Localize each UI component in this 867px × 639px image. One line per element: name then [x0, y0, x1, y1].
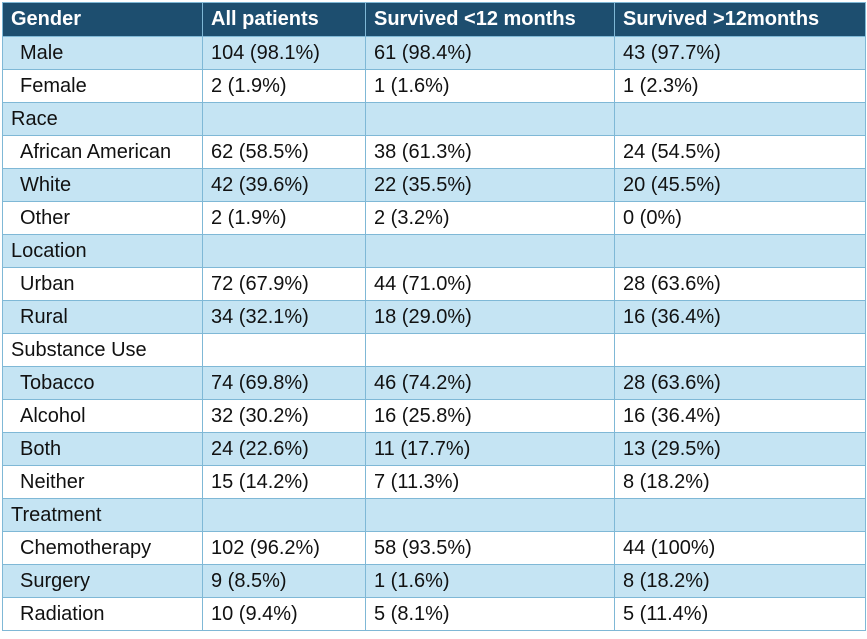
survived-over-12-months-cell: 0 (0%): [614, 201, 866, 235]
empty-cell: [614, 102, 866, 136]
survived-over-12-months-cell: 13 (29.5%): [614, 432, 866, 466]
survived-under-12-months-cell: 5 (8.1%): [365, 597, 615, 631]
survived-under-12-months-cell: 1 (1.6%): [365, 69, 615, 103]
row-label: Other: [2, 201, 203, 235]
survived-over-12-months-cell: 43 (97.7%): [614, 36, 866, 70]
row-label: Alcohol: [2, 399, 203, 433]
empty-cell: [614, 498, 866, 532]
empty-cell: [202, 102, 366, 136]
table-row: Both 24 (22.6%) 11 (17.7%) 13 (29.5%): [2, 432, 866, 466]
header-row: Gender All patients Survived <12 months …: [2, 2, 866, 37]
survived-under-12-months-cell: 44 (71.0%): [365, 267, 615, 301]
survived-under-12-months-cell: 2 (3.2%): [365, 201, 615, 235]
survived-over-12-months-cell: 24 (54.5%): [614, 135, 866, 169]
survived-under-12-months-cell: 61 (98.4%): [365, 36, 615, 70]
survived-over-12-months-cell: 5 (11.4%): [614, 597, 866, 631]
table-body: Male 104 (98.1%) 61 (98.4%) 43 (97.7%) Femal…: [2, 36, 866, 631]
table-row: Female 2 (1.9%) 1 (1.6%) 1 (2.3%): [2, 69, 866, 103]
row-label: African American: [2, 135, 203, 169]
survived-under-12-months-cell: 7 (11.3%): [365, 465, 615, 499]
row-label: Rural: [2, 300, 203, 334]
category-row: Race: [2, 102, 866, 136]
all-patients-cell: 42 (39.6%): [202, 168, 366, 202]
survived-over-12-months-cell: 28 (63.6%): [614, 267, 866, 301]
row-label: Urban: [2, 267, 203, 301]
header-gender: Gender: [2, 2, 203, 37]
survived-over-12-months-cell: 1 (2.3%): [614, 69, 866, 103]
survived-over-12-months-cell: 28 (63.6%): [614, 366, 866, 400]
table-row: Rural 34 (32.1%) 18 (29.0%) 16 (36.4%): [2, 300, 866, 334]
all-patients-cell: 104 (98.1%): [202, 36, 366, 70]
category-row: Substance Use: [2, 333, 866, 367]
row-label: Both: [2, 432, 203, 466]
survived-over-12-months-cell: 16 (36.4%): [614, 300, 866, 334]
empty-cell: [614, 234, 866, 268]
table-row: Alcohol 32 (30.2%) 16 (25.8%) 16 (36.4%): [2, 399, 866, 433]
category-label: Race: [2, 102, 203, 136]
survived-under-12-months-cell: 18 (29.0%): [365, 300, 615, 334]
all-patients-cell: 32 (30.2%): [202, 399, 366, 433]
table-row: Urban 72 (67.9%) 44 (71.0%) 28 (63.6%): [2, 267, 866, 301]
survived-under-12-months-cell: 16 (25.8%): [365, 399, 615, 433]
header-survived-over-12-months: Survived >12months: [614, 2, 866, 37]
survived-over-12-months-cell: 8 (18.2%): [614, 564, 866, 598]
table-row: White 42 (39.6%) 22 (35.5%) 20 (45.5%): [2, 168, 866, 202]
all-patients-cell: 34 (32.1%): [202, 300, 366, 334]
category-row: Treatment: [2, 498, 866, 532]
all-patients-cell: 74 (69.8%): [202, 366, 366, 400]
row-label: Female: [2, 69, 203, 103]
survived-under-12-months-cell: 11 (17.7%): [365, 432, 615, 466]
survived-under-12-months-cell: 22 (35.5%): [365, 168, 615, 202]
all-patients-cell: 62 (58.5%): [202, 135, 366, 169]
empty-cell: [365, 102, 615, 136]
row-label: White: [2, 168, 203, 202]
empty-cell: [614, 333, 866, 367]
empty-cell: [365, 333, 615, 367]
category-row: Location: [2, 234, 866, 268]
table-row: Surgery 9 (8.5%) 1 (1.6%) 8 (18.2%): [2, 564, 866, 598]
empty-cell: [202, 498, 366, 532]
all-patients-cell: 72 (67.9%): [202, 267, 366, 301]
table-row: Male 104 (98.1%) 61 (98.4%) 43 (97.7%): [2, 36, 866, 70]
empty-cell: [365, 498, 615, 532]
table-row: Chemotherapy 102 (96.2%) 58 (93.5%) 44 (100…: [2, 531, 866, 565]
all-patients-cell: 24 (22.6%): [202, 432, 366, 466]
survived-over-12-months-cell: 20 (45.5%): [614, 168, 866, 202]
row-label: Neither: [2, 465, 203, 499]
survived-over-12-months-cell: 16 (36.4%): [614, 399, 866, 433]
empty-cell: [365, 234, 615, 268]
table-row: African American 62 (58.5%) 38 (61.3%) 24 (…: [2, 135, 866, 169]
row-label: Tobacco: [2, 366, 203, 400]
empty-cell: [202, 234, 366, 268]
category-label: Location: [2, 234, 203, 268]
row-label: Chemotherapy: [2, 531, 203, 565]
survived-under-12-months-cell: 58 (93.5%): [365, 531, 615, 565]
row-label: Male: [2, 36, 203, 70]
row-label: Radiation: [2, 597, 203, 631]
table-row: Neither 15 (14.2%) 7 (11.3%) 8 (18.2%): [2, 465, 866, 499]
survived-under-12-months-cell: 38 (61.3%): [365, 135, 615, 169]
category-label: Treatment: [2, 498, 203, 532]
survived-under-12-months-cell: 46 (74.2%): [365, 366, 615, 400]
category-label: Substance Use: [2, 333, 203, 367]
all-patients-cell: 10 (9.4%): [202, 597, 366, 631]
table-row: Tobacco 74 (69.8%) 46 (74.2%) 28 (63.6%): [2, 366, 866, 400]
empty-cell: [202, 333, 366, 367]
all-patients-cell: 9 (8.5%): [202, 564, 366, 598]
all-patients-cell: 102 (96.2%): [202, 531, 366, 565]
all-patients-cell: 15 (14.2%): [202, 465, 366, 499]
table-row: Other 2 (1.9%) 2 (3.2%) 0 (0%): [2, 201, 866, 235]
all-patients-cell: 2 (1.9%): [202, 69, 366, 103]
table-row: Radiation 10 (9.4%) 5 (8.1%) 5 (11.4%): [2, 597, 866, 631]
survived-under-12-months-cell: 1 (1.6%): [365, 564, 615, 598]
row-label: Surgery: [2, 564, 203, 598]
header-survived-under-12-months: Survived <12 months: [365, 2, 615, 37]
header-all-patients: All patients: [202, 2, 366, 37]
survived-over-12-months-cell: 44 (100%): [614, 531, 866, 565]
survived-over-12-months-cell: 8 (18.2%): [614, 465, 866, 499]
all-patients-cell: 2 (1.9%): [202, 201, 366, 235]
